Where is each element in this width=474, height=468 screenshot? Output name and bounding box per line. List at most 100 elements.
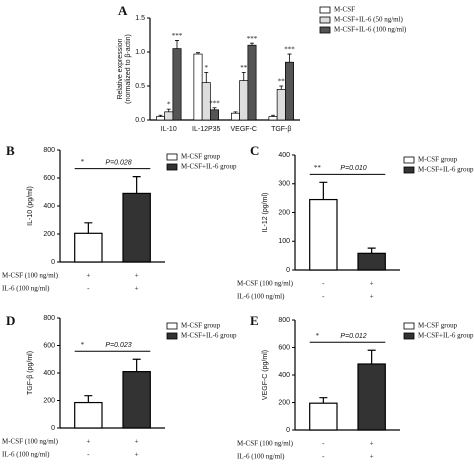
condition-value: + <box>86 272 90 280</box>
y-tick-label: 1.5 <box>135 15 145 22</box>
y-tick-label: 600 <box>278 344 290 351</box>
error-bar <box>212 107 217 110</box>
error-bar <box>287 53 292 63</box>
error-bar <box>132 358 141 372</box>
significance: * <box>81 158 85 166</box>
bar <box>156 116 165 121</box>
legend-swatch <box>319 26 331 34</box>
legend-swatch <box>403 166 415 174</box>
legend-label: M-CSF+IL-6 group <box>181 332 237 340</box>
condition-value: - <box>322 453 325 461</box>
y-tick-label: 400 <box>278 152 290 159</box>
p-value: P=0.012 <box>340 333 366 340</box>
y-tick-label: 800 <box>278 317 290 324</box>
panel-letter: B <box>6 143 15 158</box>
y-tick-label: 800 <box>43 147 55 154</box>
bar <box>122 192 151 263</box>
error-bar <box>196 52 200 55</box>
legend-label: M-CSF+IL-6 group <box>181 163 237 171</box>
significance: ** <box>278 78 286 86</box>
bar <box>276 89 286 121</box>
condition-value: + <box>370 280 374 288</box>
condition-label: M-CSF (100 ng/ml) <box>2 272 59 280</box>
legend-label: M-CSF group <box>418 322 458 330</box>
error-bar <box>319 181 328 200</box>
legend-label: M-CSF group <box>181 322 221 330</box>
panel-letter: A <box>118 3 128 18</box>
condition-value: + <box>135 451 139 459</box>
condition-value: - <box>322 440 325 448</box>
bar <box>210 109 219 121</box>
legend-label: M-CSF group <box>418 156 458 164</box>
error-bar <box>84 395 93 403</box>
y-tick-label: 400 <box>43 203 55 210</box>
y-axis-label: VEGF-C (pg/ml) <box>262 350 269 400</box>
y-tick-label: 0 <box>51 259 55 266</box>
p-value: P=0.023 <box>105 342 131 349</box>
error-bar <box>132 176 141 194</box>
bar <box>239 80 249 121</box>
significance: * <box>81 341 85 349</box>
legend-label: M-CSF+IL-6 (50 ng/ml) <box>334 16 404 24</box>
condition-value: + <box>370 293 374 301</box>
error-bar <box>166 108 171 112</box>
significance: *** <box>284 46 295 54</box>
significance: *** <box>247 35 258 43</box>
p-value: P=0.010 <box>340 165 366 172</box>
bar <box>164 111 174 121</box>
legend-label: M-CSF+IL-6 group <box>418 166 474 174</box>
condition-value: + <box>370 440 374 448</box>
legend-swatch <box>166 322 178 330</box>
significance: * <box>167 101 171 109</box>
error-bar <box>319 397 328 404</box>
y-tick-label: 200 <box>43 397 55 404</box>
error-bar <box>233 111 238 114</box>
legend-swatch <box>403 332 415 340</box>
bar <box>193 53 203 121</box>
condition-value: - <box>87 285 90 293</box>
condition-value: - <box>322 280 325 288</box>
condition-value: + <box>135 272 139 280</box>
bar <box>247 44 257 121</box>
legend-swatch <box>166 332 178 340</box>
y-tick-label: 100 <box>278 238 290 245</box>
bar <box>231 112 240 121</box>
y-tick-label: 600 <box>43 342 55 349</box>
panel-letter: E <box>250 313 259 328</box>
error-bar <box>175 40 179 49</box>
y-tick-label: 200 <box>43 231 55 238</box>
bar <box>268 116 278 121</box>
legend-swatch <box>319 16 331 24</box>
bar <box>74 401 103 429</box>
legend-swatch <box>403 156 415 164</box>
bar <box>285 61 294 121</box>
x-tick-label: IL-12P35 <box>192 126 221 133</box>
legend-swatch <box>166 163 178 171</box>
legend-swatch <box>403 322 415 330</box>
condition-value: + <box>86 438 90 446</box>
error-bar <box>367 349 376 364</box>
condition-label: IL-6 (100 ng/ml) <box>237 453 285 461</box>
significance: * <box>316 332 320 340</box>
significance: *** <box>209 99 220 107</box>
bar <box>357 252 386 271</box>
error-bar <box>204 72 209 83</box>
y-axis-label: TGF-β (pg/ml) <box>27 351 34 395</box>
y-tick-label: 600 <box>43 175 55 182</box>
bar <box>122 371 151 429</box>
significance: ** <box>240 64 248 72</box>
bar <box>74 232 103 263</box>
significance: * <box>205 64 209 72</box>
error-bar <box>250 42 254 46</box>
y-axis-label: Relative expression <box>117 38 124 99</box>
condition-label: M-CSF (100 ng/ml) <box>237 280 294 288</box>
x-tick-label: TGF-β <box>271 126 291 133</box>
bar <box>309 402 338 431</box>
condition-label: M-CSF (100 ng/ml) <box>2 438 59 446</box>
condition-value: - <box>87 451 90 459</box>
error-bar <box>279 85 284 90</box>
legend-label: M-CSF+IL-6 (100 ng/ml) <box>334 26 407 34</box>
legend-label: M-CSF+IL-6 group <box>418 332 474 340</box>
panel-letter: C <box>250 143 259 158</box>
